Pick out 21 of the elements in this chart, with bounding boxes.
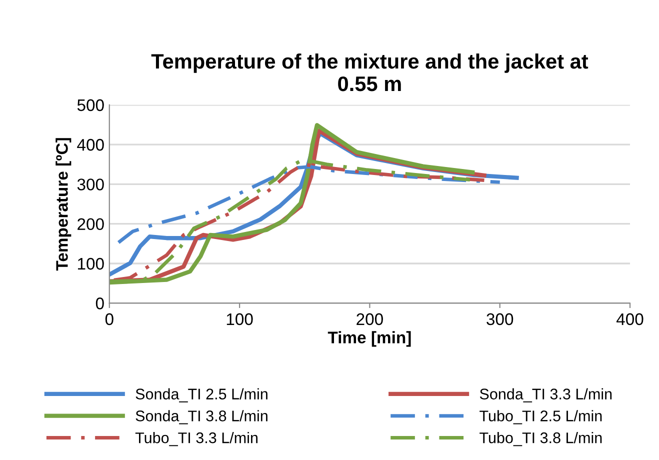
x-tick-label: 300 <box>486 313 514 326</box>
chart-title: Temperature of the mixture and the jacket at 0.55 m <box>151 53 588 92</box>
legend-label: Sonda_TI 3.8 L/min <box>136 410 268 424</box>
legend-label: Tubo_TI 3.3 L/min <box>135 432 258 446</box>
legend-label: Sonda_TI 3.3 L/min <box>480 388 612 402</box>
y-tick-label: 200 <box>78 218 104 230</box>
legend-label: Tubo_TI 2.5 L/min <box>480 410 602 424</box>
y-tick-label: 400 <box>77 138 104 151</box>
y-tick-label: 100 <box>78 258 104 270</box>
x-tick-label: 400 <box>616 313 644 326</box>
x-tick-label: 100 <box>226 313 253 326</box>
x-tick-label: 200 <box>356 313 383 326</box>
y-tick-label: 300 <box>77 178 104 190</box>
legend-label: Tubo_TI 3.8 L/min <box>480 432 602 446</box>
line-series <box>116 165 502 244</box>
y-tick-label: 500 <box>77 99 104 112</box>
y-axis-title: Temperature [ºC] <box>56 138 72 271</box>
y-tick-label: 0 <box>96 298 104 310</box>
x-tick-label: 0 <box>105 313 114 326</box>
legend-label: Sonda_TI 2.5 L/min <box>136 388 268 402</box>
x-axis-title: Time [min] <box>328 331 411 347</box>
